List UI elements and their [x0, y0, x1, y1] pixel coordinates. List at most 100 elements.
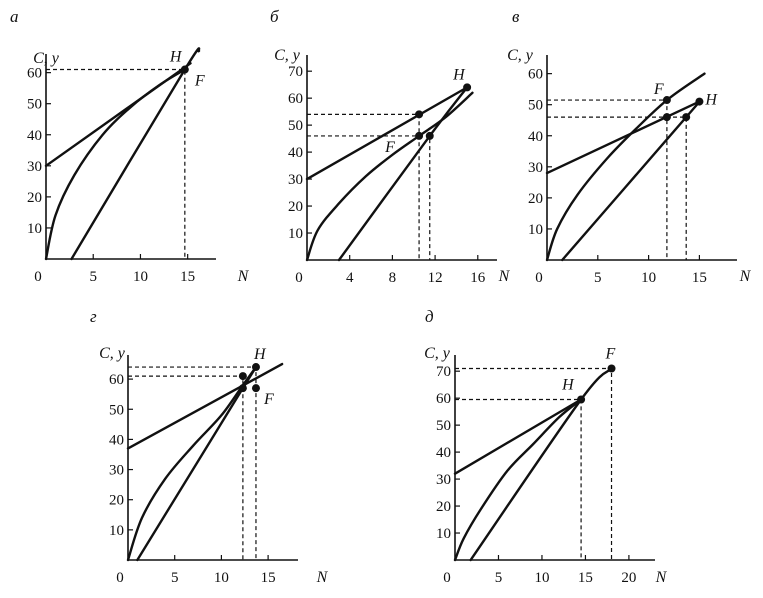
dashed-guide: [455, 367, 613, 560]
y-tick-label: 30: [109, 463, 124, 479]
y-tick-label: 10: [109, 523, 124, 539]
data-point: [238, 372, 247, 381]
panel-letter: б: [270, 7, 279, 26]
y-tick-label: 50: [109, 402, 124, 418]
y-tick-label: 20: [436, 499, 451, 515]
y-tick-label: 40: [109, 432, 124, 448]
x-tick-label: 20: [621, 570, 636, 586]
x-tick-label: 0: [535, 270, 543, 286]
y-axis-label: C, y: [33, 50, 60, 67]
point-label-h: H: [704, 92, 718, 109]
y-tick-label: 60: [288, 91, 303, 107]
x-tick-label: 8: [389, 270, 397, 286]
x-tick-label: 5: [594, 270, 602, 286]
x-tick-label: 10: [534, 570, 549, 586]
x-tick-label: 15: [578, 570, 593, 586]
y-tick-label: 20: [528, 191, 543, 207]
data-point: [251, 363, 260, 372]
panel-letter: а: [10, 7, 19, 26]
series-line-1: [305, 86, 469, 181]
y-tick-label: 60: [109, 372, 124, 388]
y-tick-label: 40: [436, 445, 451, 461]
series-line-2: [545, 72, 706, 262]
x-tick-label: 4: [346, 270, 354, 286]
y-tick-label: 50: [528, 98, 543, 114]
data-point: [251, 384, 260, 393]
dashed-guide: [46, 68, 186, 259]
data-point: [463, 83, 472, 92]
chart-panel-5: д C, y N 0 5 10 15 20 10 20 30 40 50 60 70 H F: [424, 307, 668, 586]
point-label-f: F: [384, 139, 395, 156]
point-label-h: H: [561, 377, 575, 394]
series-line-3: [136, 365, 258, 562]
y-tick-label: 70: [436, 364, 451, 380]
series-line-3: [70, 47, 201, 261]
y-tick-label: 30: [528, 160, 543, 176]
y-tick-label: 10: [528, 222, 543, 238]
y-axis-label: C, y: [507, 47, 534, 64]
x-tick-label: 10: [214, 570, 229, 586]
y-tick-label: 10: [288, 226, 303, 242]
data-point: [415, 131, 424, 140]
y-axis-label: C, y: [99, 345, 126, 362]
x-tick-label: 16: [470, 270, 486, 286]
y-tick-label: 40: [27, 128, 42, 144]
x-axis-label: N: [655, 569, 668, 586]
x-axis-label: N: [739, 268, 752, 285]
series-line-3: [561, 99, 702, 262]
y-tick-label: 10: [27, 221, 42, 237]
data-point: [607, 364, 616, 373]
data-point: [425, 131, 434, 140]
x-tick-label: 0: [34, 269, 42, 285]
data-point: [238, 384, 247, 393]
series-line-1: [453, 398, 583, 475]
point-label-f: F: [263, 391, 274, 408]
y-tick-label: 60: [27, 66, 42, 82]
y-tick-label: 20: [27, 190, 42, 206]
chart-panel-2: б C, y N 0 4 8 12 16 10 20 30 40 50 60 70 H F: [270, 7, 511, 286]
chart-panel-1: а C, y N 0 5 10 15 10 20 30 40 50 60 HF: [10, 7, 250, 285]
y-tick-label: 70: [288, 64, 303, 80]
y-tick-label: 30: [436, 472, 451, 488]
dashed-guide: [455, 398, 582, 560]
y-tick-label: 30: [288, 172, 303, 188]
data-point: [577, 395, 586, 404]
dashed-guide: [307, 135, 431, 260]
x-tick-label: 5: [495, 570, 503, 586]
x-tick-label: 15: [180, 269, 195, 285]
panel-letter: в: [512, 7, 520, 26]
chart-panel-3: в C, y N 0 5 10 15 10 20 30 40 50 60 H F: [507, 7, 752, 286]
y-tick-label: 60: [436, 391, 451, 407]
x-axis-label: N: [237, 268, 250, 285]
x-tick-label: 0: [295, 270, 303, 286]
data-point: [695, 97, 704, 106]
y-tick-label: 60: [528, 67, 543, 83]
data-point: [180, 65, 189, 74]
point-label-f: F: [653, 81, 664, 98]
point-label-h: H: [253, 346, 267, 363]
series-line-2: [305, 91, 474, 262]
data-point: [682, 113, 691, 122]
data-point: [662, 96, 671, 105]
y-tick-label: 30: [27, 159, 42, 175]
y-tick-label: 50: [288, 118, 303, 134]
y-axis-label: C, y: [424, 345, 451, 362]
x-tick-label: 5: [171, 570, 179, 586]
point-label-f: F: [194, 73, 205, 90]
y-tick-label: 20: [109, 493, 124, 509]
x-tick-label: 12: [428, 270, 443, 286]
data-point: [662, 113, 671, 122]
x-axis-label: N: [316, 569, 329, 586]
y-tick-label: 20: [288, 199, 303, 215]
panel-letter: г: [90, 307, 97, 326]
series-line-2: [44, 68, 187, 261]
series-line-3: [469, 367, 613, 562]
y-tick-label: 50: [436, 418, 451, 434]
panel-letter: д: [425, 307, 434, 326]
dashed-guide: [128, 375, 244, 560]
point-label-h: H: [452, 66, 466, 83]
series-line-1: [545, 100, 701, 175]
x-axis-label: N: [498, 268, 511, 285]
x-tick-label: 0: [443, 570, 451, 586]
